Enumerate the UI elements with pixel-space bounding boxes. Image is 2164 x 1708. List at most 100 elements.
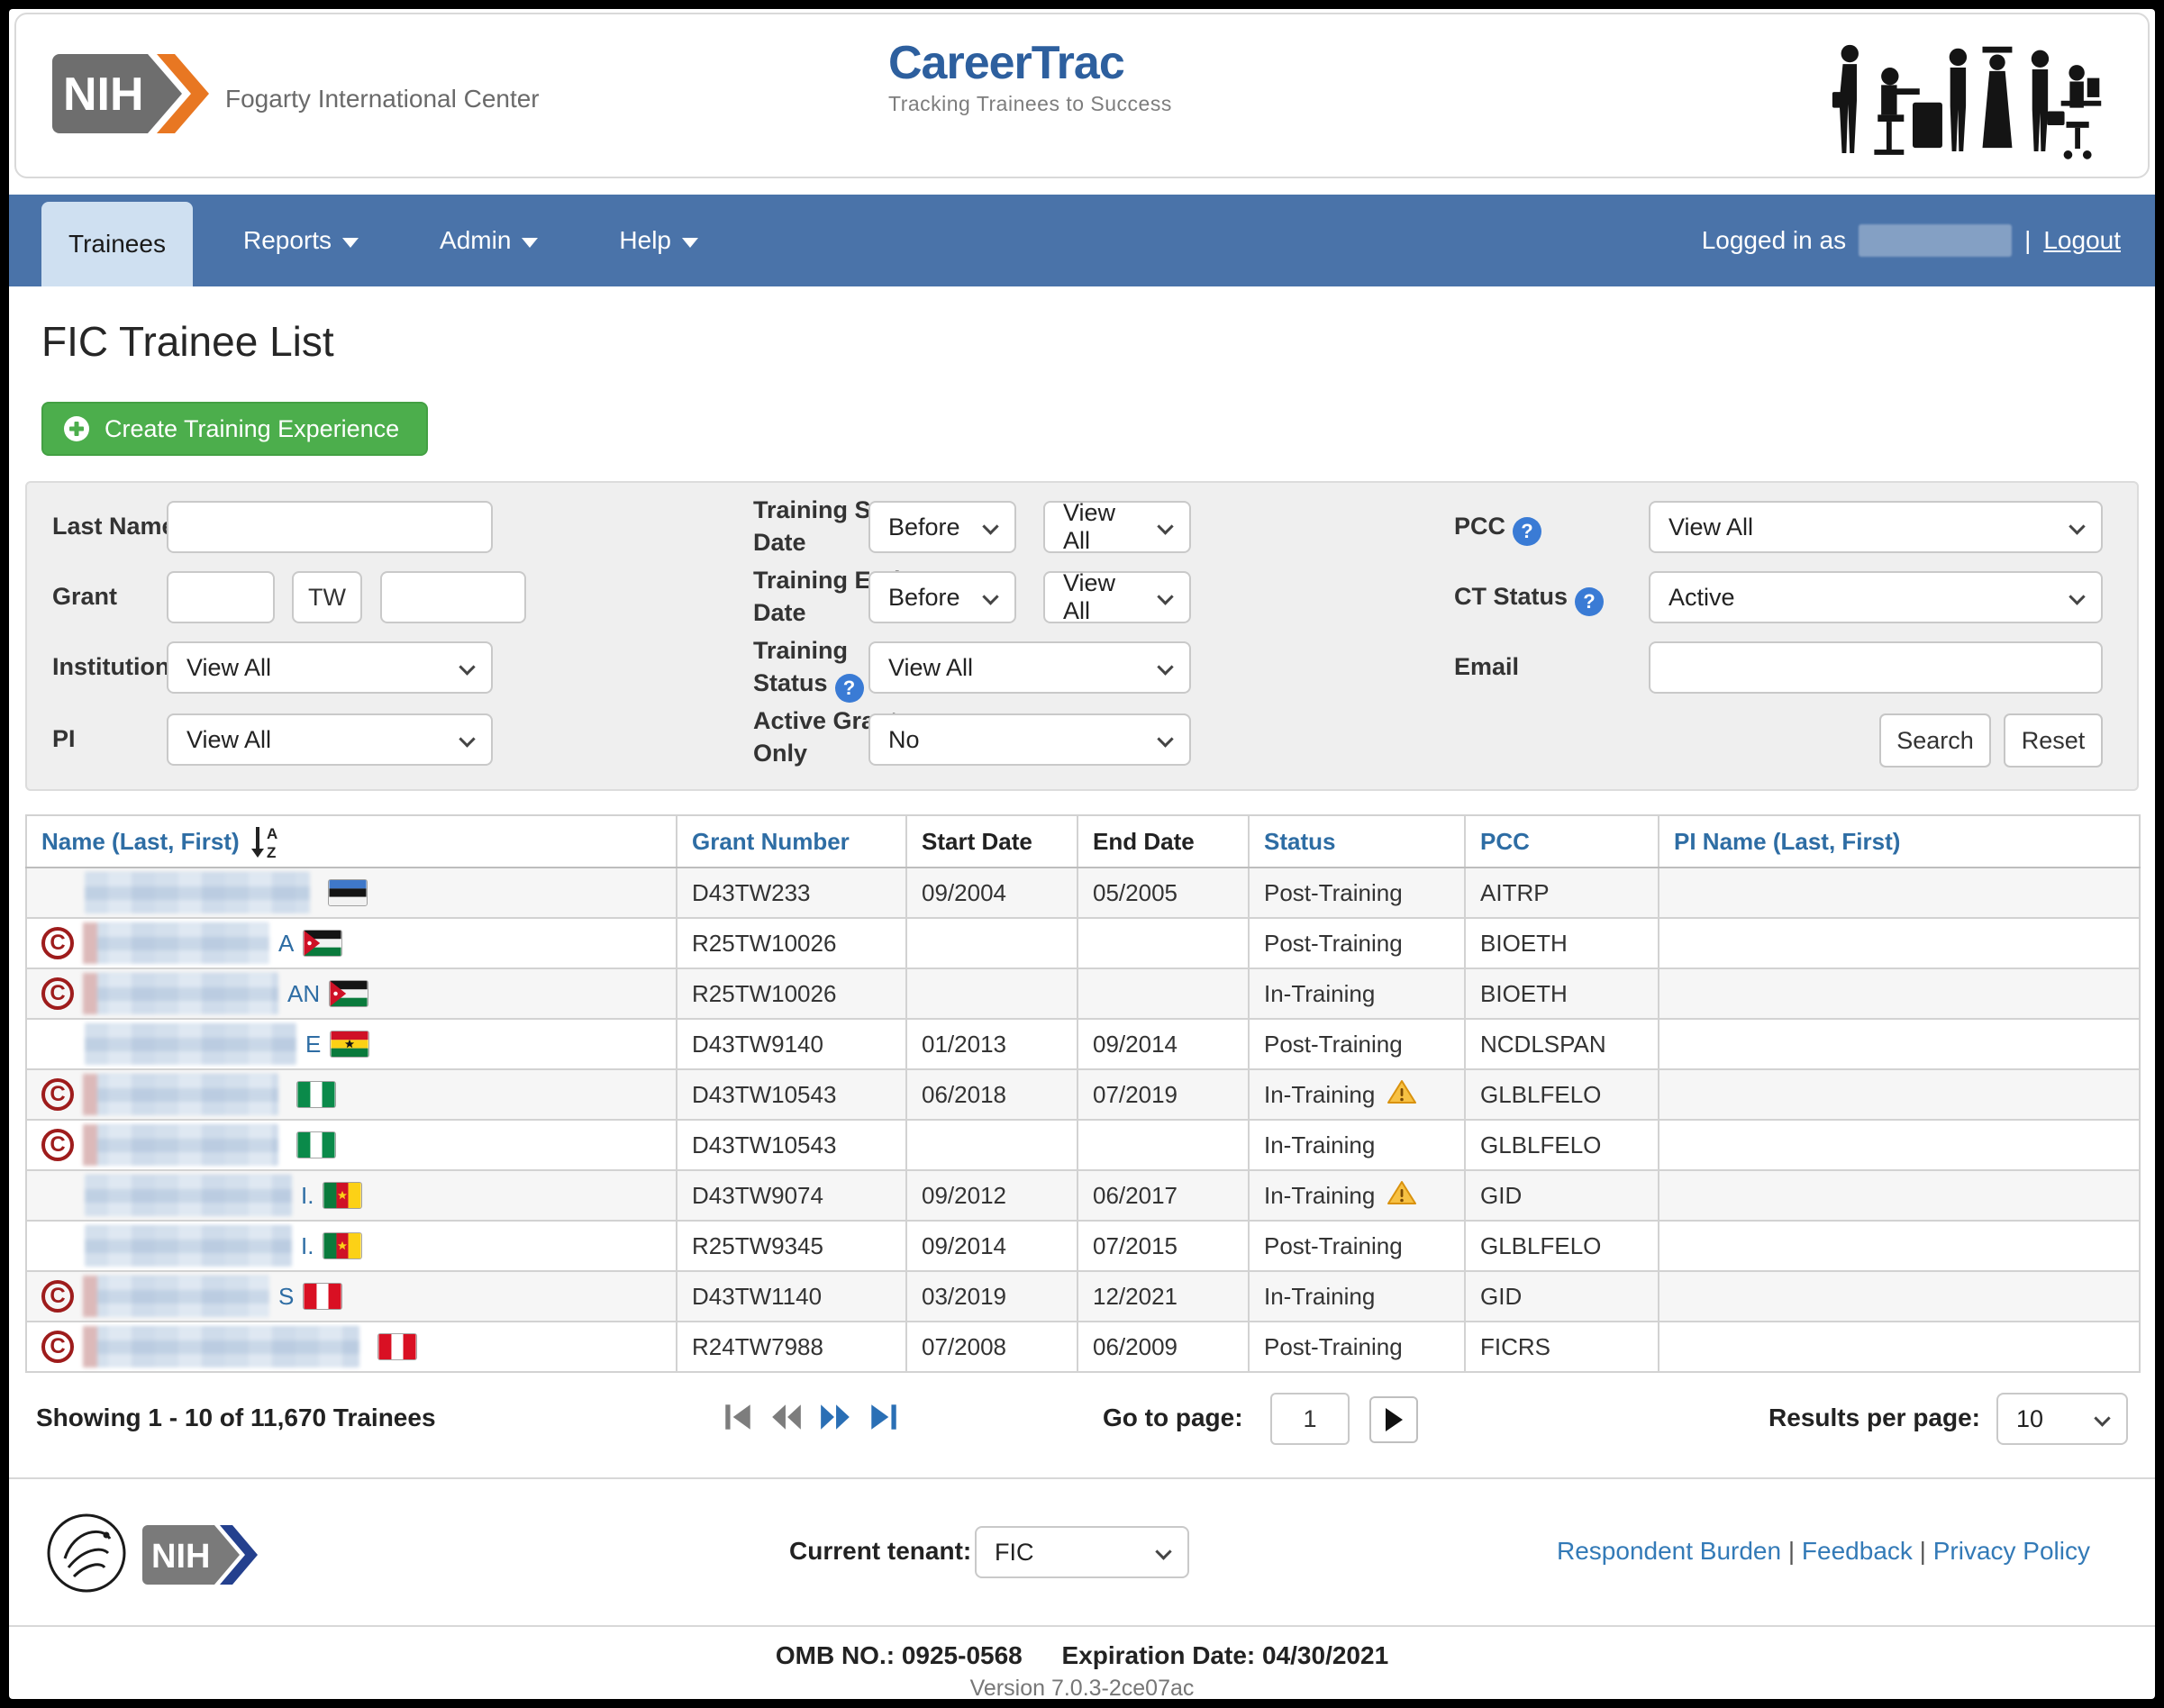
omb-number: OMB NO.: 0925-0568 xyxy=(775,1641,1023,1669)
column-header-grant-number[interactable]: Grant Number xyxy=(676,814,907,868)
first-page-icon[interactable] xyxy=(721,1400,755,1434)
redacted-trainee-name[interactable] xyxy=(85,1023,296,1065)
trainee-table-body: D43TW233 09/2004 05/2005 Post-Training A… xyxy=(25,867,2141,1373)
column-header-name[interactable]: Name (Last, First) A Z xyxy=(25,814,677,868)
start-date-cell: 09/2004 xyxy=(905,867,1078,919)
reset-button[interactable]: Reset xyxy=(2004,713,2103,768)
email-label: Email xyxy=(1454,653,1520,680)
column-header-pi-name[interactable]: PI Name (Last, First) xyxy=(1658,814,2141,868)
svg-text:NIH: NIH xyxy=(63,68,144,121)
email-input[interactable] xyxy=(1649,641,2103,694)
chevron-down-icon xyxy=(982,518,999,535)
svg-text:A: A xyxy=(267,825,277,842)
training-start-op-select[interactable]: Before xyxy=(868,501,1016,553)
active-grants-only-select[interactable]: No xyxy=(868,713,1191,766)
nav-item-admin[interactable]: Admin xyxy=(409,195,568,286)
last-name-input[interactable] xyxy=(167,501,493,553)
pcc-cell: GLBLFELO xyxy=(1464,1220,1659,1272)
column-header-pcc[interactable]: PCC xyxy=(1464,814,1659,868)
divider: | xyxy=(1787,1537,1802,1565)
pcc-label-text: PCC xyxy=(1454,513,1506,540)
svg-text:Z: Z xyxy=(267,844,276,859)
ct-status-select[interactable]: Active xyxy=(1649,571,2103,623)
grant-suffix-input[interactable] xyxy=(380,571,526,623)
training-status-label-text: Training Status xyxy=(753,637,849,696)
nav-item-help[interactable]: Help xyxy=(588,195,729,286)
divider: | xyxy=(2024,226,2032,254)
trainee-name-fragment[interactable]: S xyxy=(278,1282,295,1310)
redacted-trainee-name[interactable] xyxy=(85,1225,292,1267)
grant-number-cell: D43TW233 xyxy=(676,867,907,919)
nav-tab-trainees[interactable]: Trainees xyxy=(41,202,193,286)
results-per-page-label: Results per page: xyxy=(1768,1404,1980,1431)
header: NIH Fogarty International Center CareerT… xyxy=(14,13,2150,178)
grant-number-cell: D43TW10543 xyxy=(676,1119,907,1171)
search-button[interactable]: Search xyxy=(1879,713,1991,768)
pcc-cell: BIOETH xyxy=(1464,917,1659,969)
country-flag-jordan-icon xyxy=(329,980,369,1007)
grant-prefix-input[interactable] xyxy=(167,571,275,623)
results-per-page-select[interactable]: 10 xyxy=(1996,1393,2128,1445)
session-info: Logged in as | Logout xyxy=(1702,195,2155,286)
end-date-cell xyxy=(1077,917,1250,969)
trainees-silhouettes-image xyxy=(1829,25,2108,172)
pcc-cell: AITRP xyxy=(1464,867,1659,919)
redacted-trainee-name[interactable] xyxy=(85,1175,292,1216)
nav-item-reports[interactable]: Reports xyxy=(213,195,389,286)
feedback-link[interactable]: Feedback xyxy=(1801,1537,1913,1565)
last-page-icon[interactable] xyxy=(867,1400,901,1434)
chevron-down-icon xyxy=(982,588,999,605)
logout-link[interactable]: Logout xyxy=(2043,226,2121,254)
start-date-cell xyxy=(905,917,1078,969)
redacted-trainee-name[interactable] xyxy=(83,973,278,1014)
trainee-name-fragment[interactable]: A xyxy=(278,929,295,957)
end-date-cell: 05/2005 xyxy=(1077,867,1250,919)
warning-icon xyxy=(1387,1079,1417,1104)
grant-infix-box: TW xyxy=(292,571,362,623)
chevron-down-icon xyxy=(682,237,699,248)
help-icon[interactable]: ? xyxy=(834,674,864,703)
org-name: Fogarty International Center xyxy=(225,85,540,113)
training-end-value-select[interactable]: View All xyxy=(1043,569,1191,624)
redacted-trainee-name[interactable] xyxy=(85,872,310,913)
trainee-name-fragment[interactable]: AN xyxy=(287,979,321,1007)
sort-az-icon: A Z xyxy=(250,825,277,859)
table-row: C R24TW7988 07/2008 06/2009 Post-Trainin… xyxy=(25,1321,2141,1373)
training-start-value-select[interactable]: View All xyxy=(1043,499,1191,554)
pcc-select[interactable]: View All xyxy=(1649,501,2103,553)
go-to-page-input[interactable] xyxy=(1270,1393,1350,1445)
redacted-trainee-name[interactable] xyxy=(83,1326,359,1367)
redacted-trainee-name[interactable] xyxy=(83,1276,269,1317)
column-header-status[interactable]: Status xyxy=(1248,814,1466,868)
previous-page-icon[interactable] xyxy=(769,1400,804,1434)
redacted-trainee-name[interactable] xyxy=(83,1124,278,1166)
start-date-cell: 07/2008 xyxy=(905,1321,1078,1373)
help-icon[interactable]: ? xyxy=(1575,587,1605,616)
next-page-icon[interactable] xyxy=(818,1400,852,1434)
trainee-name-fragment[interactable]: I. xyxy=(301,1231,314,1259)
create-training-experience-button[interactable]: Create Training Experience xyxy=(41,402,429,456)
country-flag-peru-icon xyxy=(377,1333,417,1360)
pi-select[interactable]: View All xyxy=(167,713,493,766)
training-status-select[interactable]: View All xyxy=(868,641,1191,694)
redacted-trainee-name[interactable] xyxy=(83,1074,278,1115)
trainee-name-fragment[interactable]: E xyxy=(305,1030,322,1058)
footer-links: Respondent Burden | Feedback | Privacy P… xyxy=(1557,1537,2090,1566)
help-icon[interactable]: ? xyxy=(1513,517,1542,546)
omb-line: OMB NO.: 0925-0568 Expiration Date: 04/3… xyxy=(9,1641,2155,1670)
trainee-name-fragment[interactable]: I. xyxy=(301,1181,314,1209)
go-to-page-button[interactable] xyxy=(1369,1396,1418,1443)
redacted-trainee-name[interactable] xyxy=(83,922,269,964)
privacy-policy-link[interactable]: Privacy Policy xyxy=(1932,1537,2090,1565)
create-button-label: Create Training Experience xyxy=(105,414,400,442)
respondent-burden-link[interactable]: Respondent Burden xyxy=(1557,1537,1782,1565)
warning-slot xyxy=(1387,1079,1417,1111)
table-row: E D43TW9140 01/2013 09/2014 Post-Trainin… xyxy=(25,1018,2141,1070)
institution-select[interactable]: View All xyxy=(167,641,493,694)
training-start-value: View All xyxy=(1063,499,1116,554)
current-tenant-select[interactable]: FIC xyxy=(975,1526,1189,1578)
training-end-op-select[interactable]: Before xyxy=(868,571,1016,623)
chevron-down-icon xyxy=(1157,518,1174,535)
chevron-down-icon xyxy=(1155,1543,1172,1560)
nav-item-reports-label: Reports xyxy=(243,226,332,254)
